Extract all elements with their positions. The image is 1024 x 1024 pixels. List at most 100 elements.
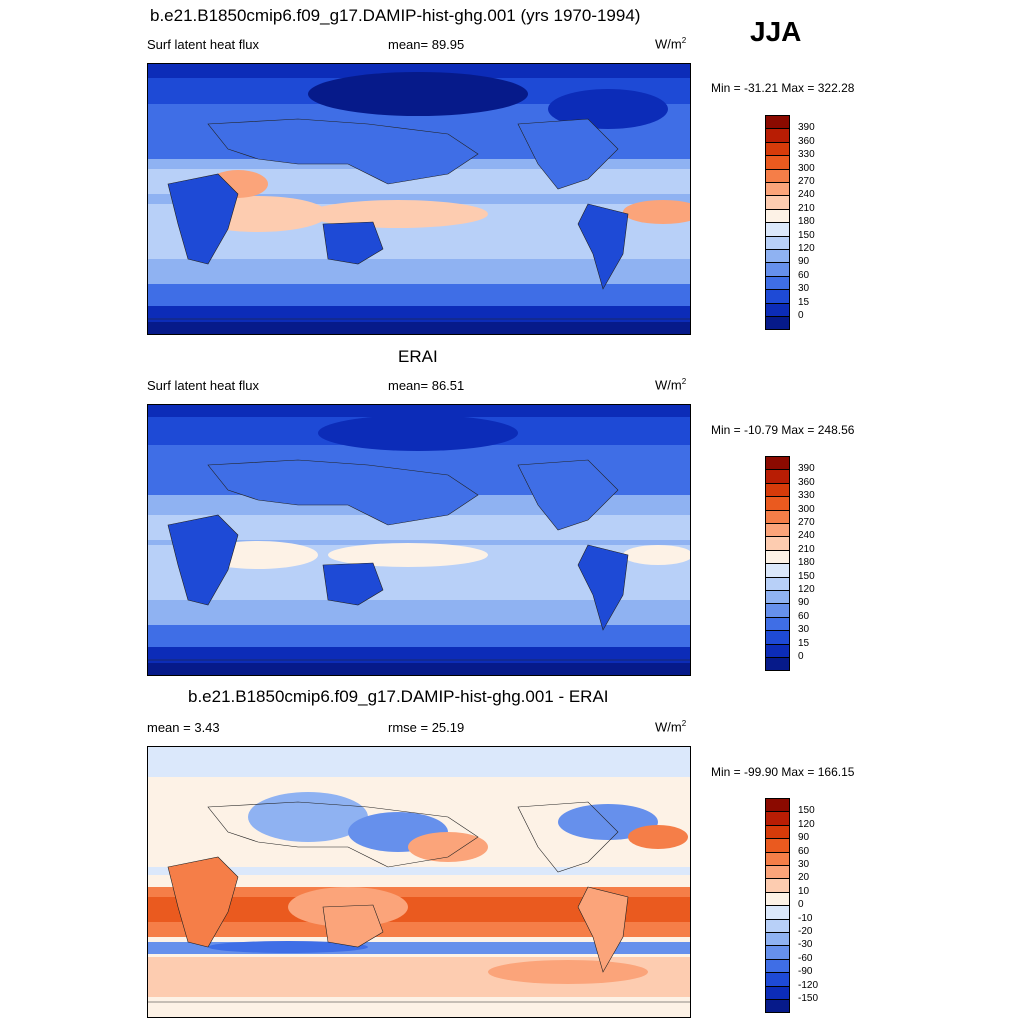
- colorbar-swatch: [765, 182, 790, 197]
- colorbar-swatch: [765, 851, 790, 866]
- colorbar-swatch: [765, 469, 790, 484]
- colorbar-tick-label: 120: [798, 818, 815, 830]
- colorbar-swatch: [765, 999, 790, 1014]
- colorbar-tick-label: 300: [798, 162, 815, 174]
- colorbar-tick-label: 180: [798, 216, 815, 228]
- colorbar-swatch: [765, 824, 790, 840]
- colorbar-swatch: [765, 262, 790, 277]
- panel-1-units-label: W/m2: [655, 36, 687, 52]
- colorbar-swatch: [765, 811, 790, 826]
- panel-1-map: [147, 63, 691, 335]
- colorbar-tick-label: 30: [798, 859, 810, 870]
- season-label: JJA: [750, 16, 802, 47]
- colorbar-tick-label: 60: [798, 269, 810, 281]
- colorbar-swatch: [765, 905, 790, 920]
- panel-1-title: b.e21.B1850cmip6.f09_g17.DAMIP-hist-ghg.…: [150, 6, 641, 25]
- colorbar-swatch: [765, 603, 790, 618]
- colorbar-tick-label: 300: [798, 503, 815, 515]
- colorbar-tick-label: 120: [798, 584, 815, 595]
- colorbar-tick-label: 90: [798, 597, 810, 609]
- colorbar-tick-label: 240: [798, 530, 815, 542]
- colorbar-tick-label: 15: [798, 637, 810, 649]
- colorbar-swatch: [765, 932, 790, 947]
- colorbar-swatch: [765, 141, 790, 157]
- colorbar-tick-label: 270: [798, 517, 815, 528]
- colorbar-tick-label: 360: [798, 135, 815, 147]
- panel-2-map: [147, 404, 691, 676]
- colorbar-swatch: [765, 222, 790, 237]
- colorbar-swatch: [765, 155, 790, 170]
- colorbar-tick-label: 0: [798, 651, 804, 662]
- colorbar-swatch: [765, 865, 790, 880]
- colorbar-swatch: [765, 496, 790, 511]
- colorbar-tick-label: 20: [798, 872, 810, 884]
- colorbar-swatch: [765, 128, 790, 143]
- colorbar-swatch: [765, 891, 790, 907]
- colorbar-tick-label: 180: [798, 557, 815, 569]
- colorbar-tick-label: -90: [798, 966, 813, 978]
- colorbar-tick-label: 360: [798, 476, 815, 488]
- colorbar-swatch: [765, 115, 790, 130]
- colorbar-tick-label: -60: [798, 952, 813, 964]
- panel-1-minmax-label: Min = -31.21 Max = 322.28: [711, 81, 855, 95]
- colorbar-swatch: [765, 509, 790, 524]
- colorbar-tick-label: 330: [798, 490, 815, 502]
- panel-1-mean-label: mean= 89.95: [388, 37, 465, 52]
- colorbar-swatch: [765, 275, 790, 291]
- panel-2-variable-label: Surf latent heat flux: [147, 378, 260, 393]
- panel-1-colorbar: 390 360 330 300 270 240 210 180 150 120 90 60 30 15 0: [765, 115, 845, 331]
- colorbar-swatch: [765, 235, 790, 250]
- colorbar-tick-label: 330: [798, 149, 815, 161]
- panel-1-variable-label: Surf latent heat flux: [147, 37, 260, 52]
- colorbar-tick-label: -30: [798, 939, 813, 951]
- colorbar-tick-label: 150: [798, 570, 815, 582]
- colorbar-swatch: [765, 536, 790, 551]
- colorbar-swatch: [765, 945, 790, 960]
- colorbar-tick-label: 150: [798, 805, 815, 817]
- colorbar-tick-label: 60: [798, 845, 810, 857]
- colorbar-swatch: [765, 838, 790, 853]
- colorbar-swatch: [765, 643, 790, 658]
- colorbar-tick-label: 60: [798, 610, 810, 622]
- colorbar-swatch: [765, 576, 790, 591]
- colorbar-swatch: [765, 630, 790, 645]
- colorbar-tick-label: -120: [798, 979, 819, 991]
- panel-2-minmax-label: Min = -10.79 Max = 248.56: [711, 423, 855, 437]
- panel-2-mean-label: mean= 86.51: [388, 378, 465, 393]
- colorbar-swatch: [765, 482, 790, 498]
- colorbar-swatch: [765, 523, 790, 538]
- colorbar-tick-label: 120: [798, 243, 815, 254]
- colorbar-tick-label: 30: [798, 283, 810, 295]
- panel-3-units-label: W/m2: [655, 719, 687, 735]
- colorbar-swatch: [765, 168, 790, 183]
- colorbar-tick-label: 210: [798, 202, 815, 214]
- colorbar-swatch: [765, 616, 790, 632]
- panel-2-map-field: [148, 405, 690, 675]
- panel-2-units-label: W/m2: [655, 377, 687, 393]
- panel-3-mean-label: mean = 3.43: [147, 720, 220, 735]
- colorbar-swatch: [765, 195, 790, 210]
- colorbar-tick-label: 390: [798, 463, 815, 475]
- panel-2-title: ERAI: [398, 347, 438, 366]
- colorbar-tick-label: 90: [798, 256, 810, 268]
- colorbar-swatch: [765, 208, 790, 224]
- panel-3-minmax-label: Min = -99.90 Max = 166.15: [711, 765, 855, 779]
- panel-3-map: [147, 746, 691, 1018]
- panel-3-rmse-label: rmse = 25.19: [388, 720, 465, 735]
- colorbar-tick-label: 270: [798, 176, 815, 187]
- panel-3-colorbar: 150 120 90 60 30 20 10 0 -10 -20 -30 -60 -90 -120 -150: [765, 798, 845, 1014]
- colorbar-swatch: [765, 590, 790, 605]
- panel-3-title: b.e21.B1850cmip6.f09_g17.DAMIP-hist-ghg.…: [188, 687, 609, 706]
- panel-2-colorbar: 390 360 330 300 270 240 210 180 150 120 90 60 30 15 0: [765, 456, 845, 672]
- colorbar-swatch: [765, 549, 790, 565]
- colorbar-swatch: [765, 563, 790, 578]
- colorbar-swatch: [765, 657, 790, 672]
- colorbar-tick-label: 0: [798, 310, 804, 321]
- colorbar-tick-label: 210: [798, 543, 815, 555]
- panel-1-map-field: [148, 64, 690, 334]
- colorbar-tick-label: 10: [798, 885, 810, 897]
- colorbar-swatch: [765, 918, 790, 933]
- colorbar-swatch: [765, 985, 790, 1000]
- colorbar-swatch: [765, 958, 790, 974]
- colorbar-tick-label: 90: [798, 832, 810, 844]
